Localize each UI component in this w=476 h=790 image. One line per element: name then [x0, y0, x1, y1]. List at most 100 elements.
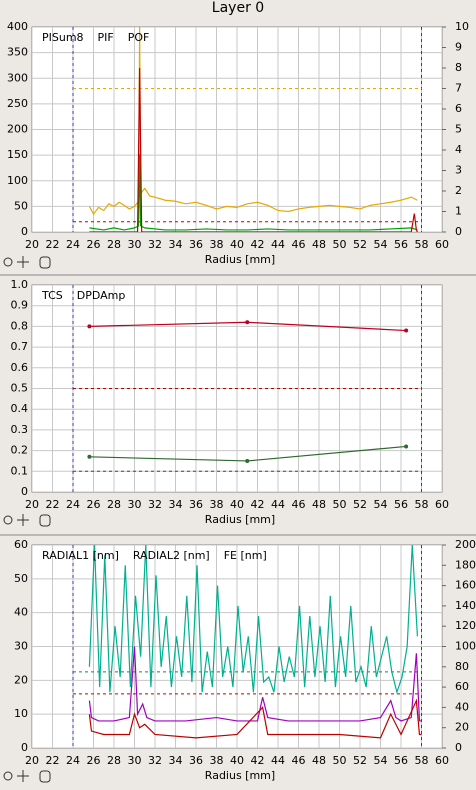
- y-tick-label: 150: [7, 148, 28, 161]
- x-tick-label: 58: [415, 754, 429, 767]
- x-tick-label: 32: [148, 754, 162, 767]
- y2-tick-label: 3: [455, 164, 462, 177]
- x-tick-label: 38: [210, 498, 224, 511]
- y-tick-label: 0.1: [11, 464, 29, 477]
- y-tick-label: 1.0: [11, 278, 29, 291]
- page-title: Layer 0: [212, 0, 264, 16]
- plot-layer: [32, 545, 442, 748]
- x-tick-label: 32: [148, 238, 162, 251]
- x-tick-label: 46: [292, 238, 306, 251]
- point: [245, 458, 250, 463]
- y-tick-label: 10: [14, 707, 28, 720]
- y-tick-label: 0.6: [11, 361, 29, 374]
- y-tick-label: 250: [7, 97, 28, 110]
- x-axis-label: Radius [mm]: [205, 769, 275, 782]
- zoom-icon[interactable]: [3, 257, 13, 267]
- x-tick-label: 24: [66, 498, 80, 511]
- y2-tick-label: 140: [455, 599, 476, 612]
- x-tick-label: 36: [189, 498, 203, 511]
- x-tick-label: 38: [210, 754, 224, 767]
- y-tick-label: 200: [7, 123, 28, 136]
- x-tick-label: 54: [374, 498, 388, 511]
- x-tick-label: 30: [128, 238, 142, 251]
- pan-icon[interactable]: [39, 256, 51, 269]
- y-tick-label: 350: [7, 46, 28, 59]
- x-tick-label: 44: [271, 498, 285, 511]
- y2-tick-label: 0: [455, 225, 462, 238]
- x-tick-label: 58: [415, 498, 429, 511]
- y2-tick-label: 8: [455, 61, 462, 74]
- x-tick-label: 48: [312, 754, 326, 767]
- y2-tick-label: 180: [455, 558, 476, 571]
- x-tick-label: 42: [251, 498, 265, 511]
- toolbar[interactable]: [3, 256, 51, 269]
- zoom-icon[interactable]: [3, 771, 13, 781]
- point: [245, 320, 250, 325]
- legend-entry: RADIAL2 [nm]: [133, 549, 210, 562]
- x-tick-label: 38: [210, 238, 224, 251]
- x-tick-label: 24: [66, 754, 80, 767]
- point: [87, 324, 92, 329]
- toolbar[interactable]: [3, 514, 51, 527]
- y-tick-label: 50: [14, 572, 28, 585]
- y-tick-label: 0.7: [11, 340, 29, 353]
- y-tick-label: 0.5: [11, 382, 29, 395]
- x-tick-label: 28: [107, 754, 121, 767]
- x-tick-label: 20: [25, 238, 39, 251]
- x-tick-label: 50: [333, 754, 347, 767]
- point: [404, 444, 409, 449]
- x-tick-label: 28: [107, 498, 121, 511]
- x-tick-label: 60: [435, 498, 449, 511]
- x-tick-label: 34: [169, 754, 183, 767]
- y2-tick-label: 200: [455, 538, 476, 551]
- legend-entry: RADIAL1 [nm]: [42, 549, 119, 562]
- y2-tick-label: 2: [455, 184, 462, 197]
- x-tick-label: 30: [128, 754, 142, 767]
- x-tick-label: 52: [353, 754, 367, 767]
- x-tick-label: 52: [353, 498, 367, 511]
- y2-tick-label: 20: [455, 721, 469, 734]
- legend-entry: FE [nm]: [224, 549, 267, 562]
- y-tick-label: 30: [14, 640, 28, 653]
- x-tick-label: 36: [189, 238, 203, 251]
- point: [87, 454, 92, 459]
- x-tick-label: 58: [415, 238, 429, 251]
- x-tick-label: 46: [292, 498, 306, 511]
- x-tick-label: 56: [394, 754, 408, 767]
- y-tick-label: 20: [14, 673, 28, 686]
- toolbar[interactable]: [3, 770, 51, 783]
- y2-tick-label: 120: [455, 619, 476, 632]
- x-tick-label: 54: [374, 238, 388, 251]
- series-line: [89, 67, 418, 232]
- x-tick-label: 54: [374, 754, 388, 767]
- legend-entry: PISum8: [42, 31, 84, 44]
- y-tick-label: 60: [14, 538, 28, 551]
- series-line: [88, 646, 422, 722]
- plot-layer: [32, 285, 442, 492]
- x-tick-label: 50: [333, 498, 347, 511]
- y2-tick-label: 6: [455, 102, 462, 115]
- x-tick-label: 22: [46, 754, 60, 767]
- y2-tick-label: 160: [455, 579, 476, 592]
- y-tick-label: 400: [7, 20, 28, 33]
- series-line: [88, 698, 422, 739]
- y2-tick-label: 7: [455, 82, 462, 95]
- y-tick-label: 100: [7, 174, 28, 187]
- y2-tick-label: 0: [455, 741, 462, 754]
- x-tick-label: 28: [107, 238, 121, 251]
- x-axis-label: Radius [mm]: [205, 253, 275, 266]
- point: [404, 328, 409, 333]
- x-tick-label: 56: [394, 238, 408, 251]
- y2-tick-label: 40: [455, 700, 469, 713]
- y2-tick-label: 9: [455, 41, 462, 54]
- x-tick-label: 24: [66, 238, 80, 251]
- pan-icon[interactable]: [39, 514, 51, 527]
- x-tick-label: 44: [271, 238, 285, 251]
- y2-tick-label: 4: [455, 143, 462, 156]
- x-tick-label: 52: [353, 238, 367, 251]
- zoom-icon[interactable]: [3, 515, 13, 525]
- pan-icon[interactable]: [39, 770, 51, 783]
- x-tick-label: 26: [87, 754, 101, 767]
- x-tick-label: 22: [46, 498, 60, 511]
